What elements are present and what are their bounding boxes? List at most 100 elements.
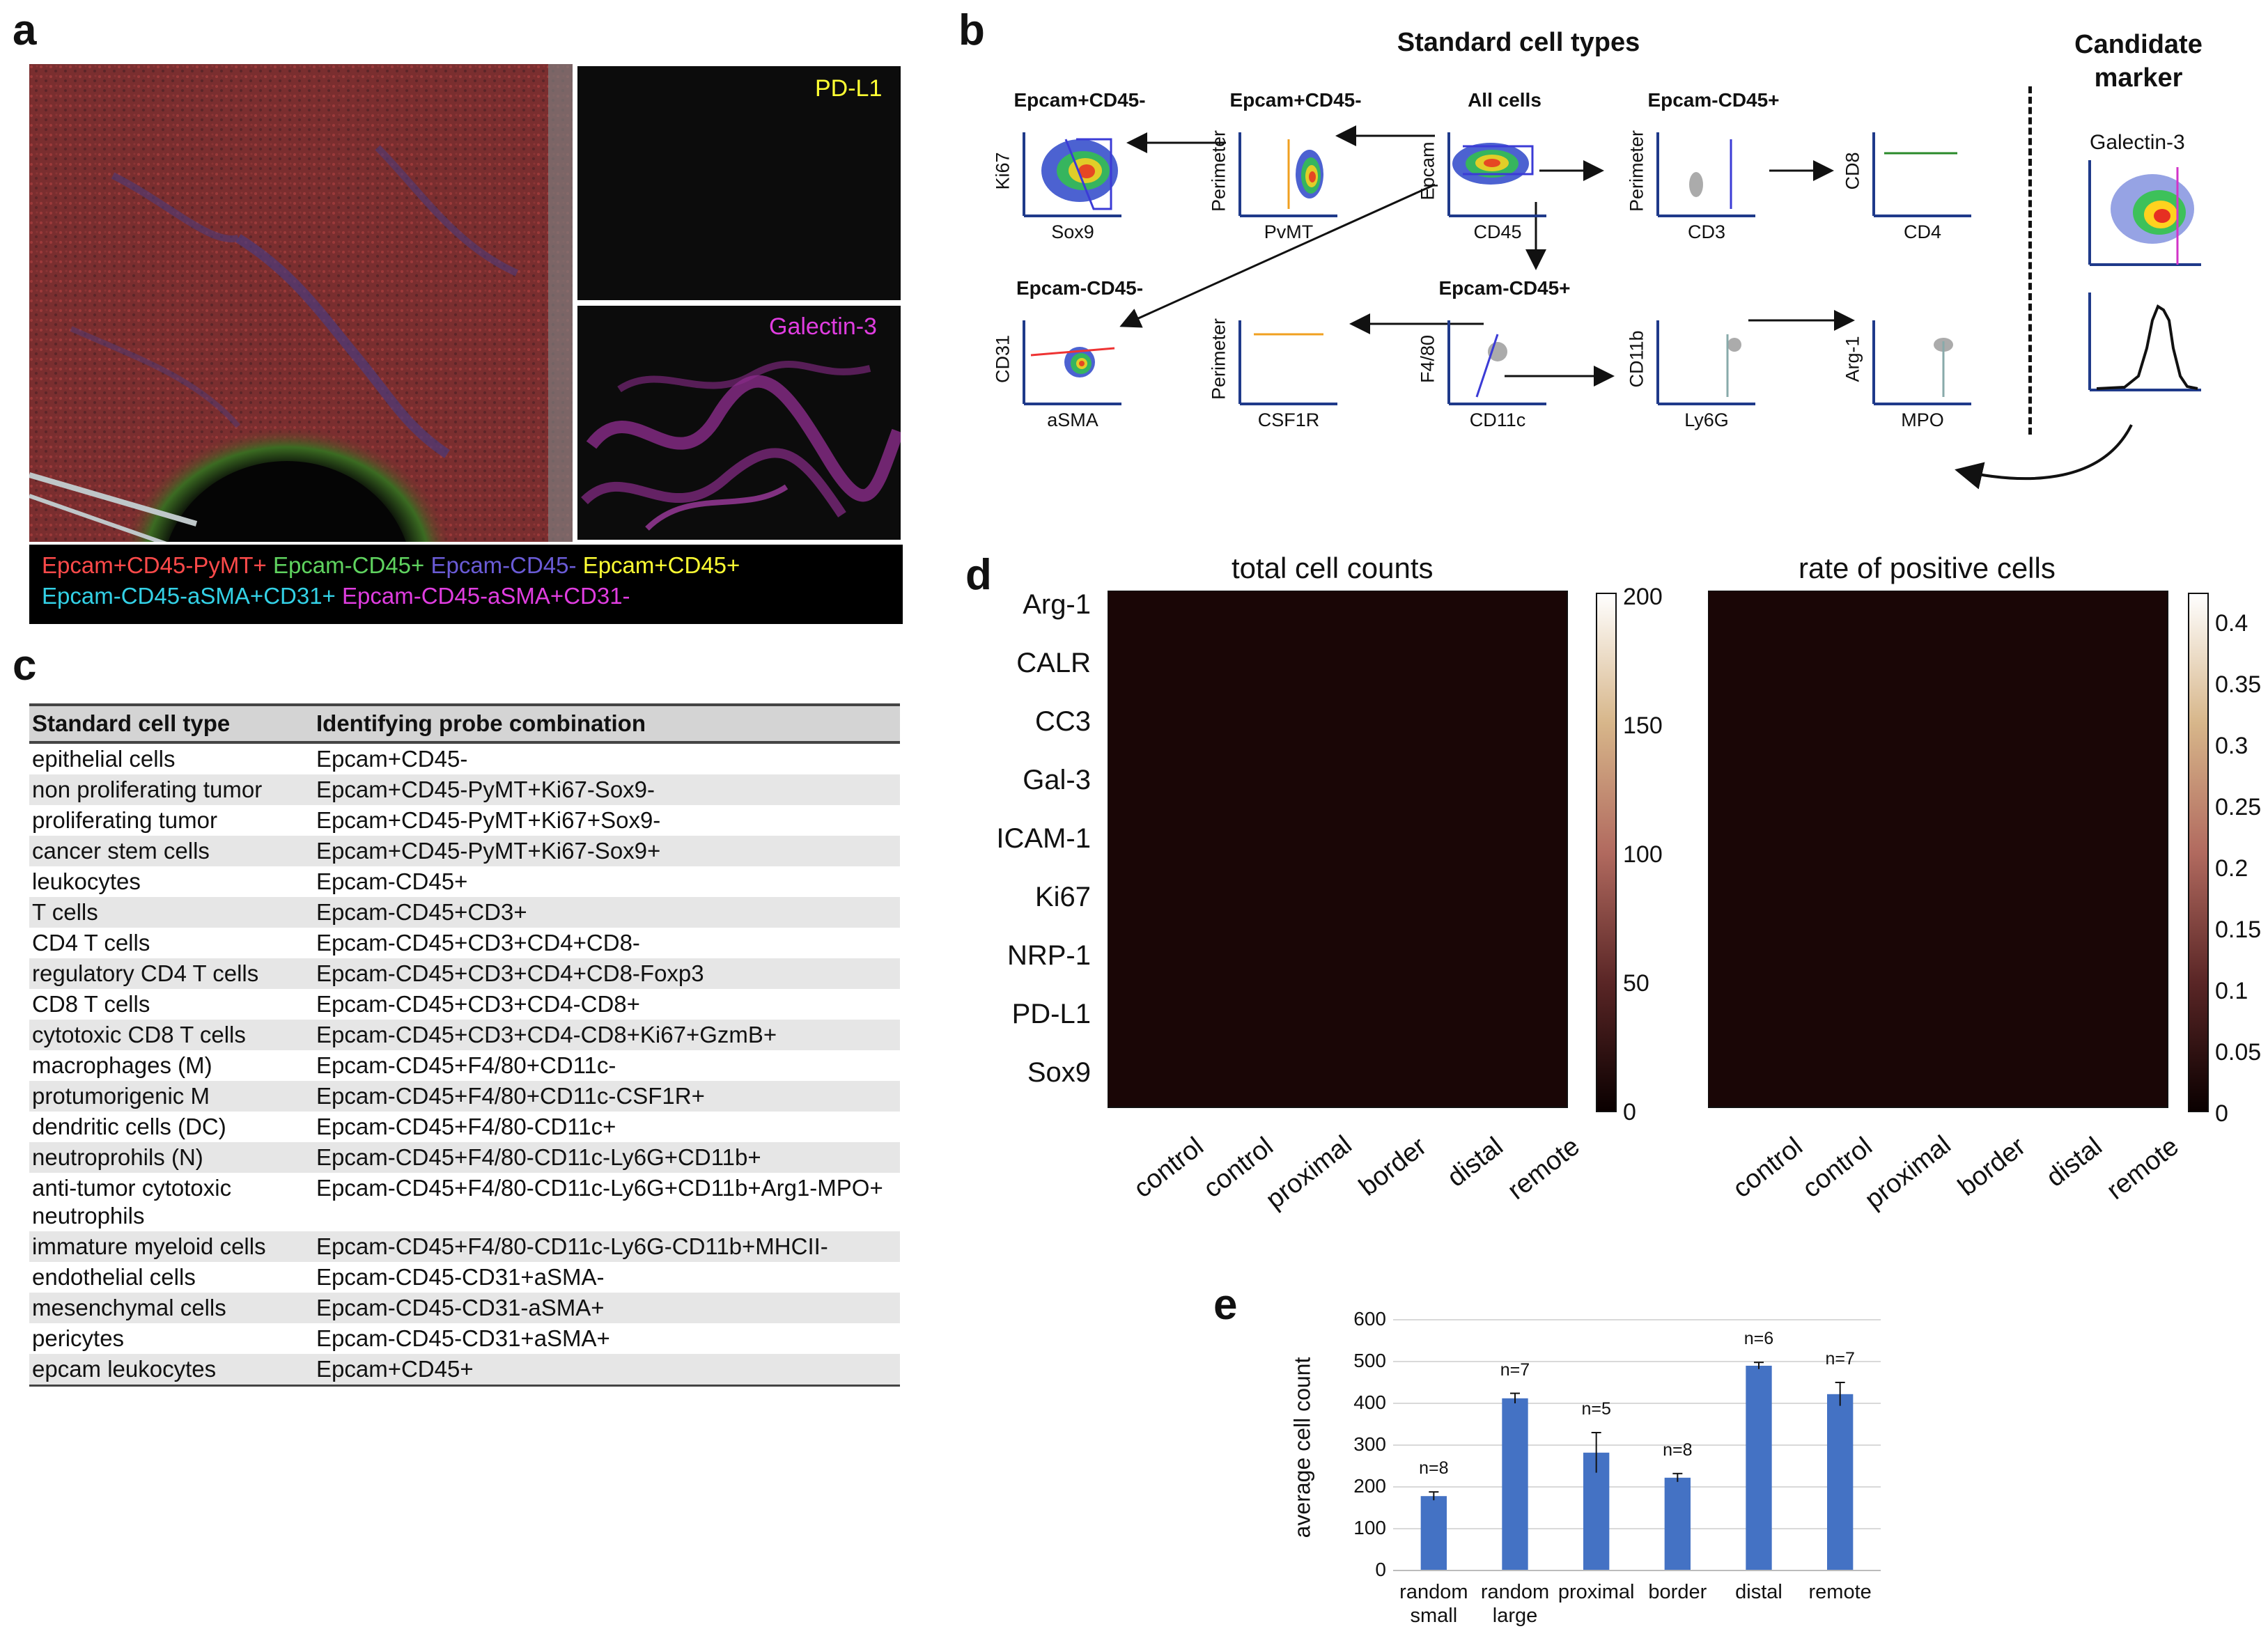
bar-chart [1393, 1319, 1881, 1571]
bar [1827, 1394, 1854, 1570]
gating-plot-ylabel: CD8 [1842, 152, 1863, 190]
gating-plot-xlabel: CD3 [1687, 221, 1725, 242]
gating-plot-4 [1656, 132, 1755, 217]
n-label: n=8 [1663, 1440, 1693, 1460]
heatmap-x-label: remote [2101, 1132, 2184, 1206]
table-row: macrophages (M) Epcam-CD45+F4/80+CD11c- [29, 1050, 900, 1081]
probe-combination: Epcam-CD45-CD31-aSMA+ [313, 1293, 900, 1323]
colorbar-right-tick: 0.25 [2215, 794, 2262, 820]
gating-plot-xlabel: CD4 [1903, 221, 1941, 242]
cell-type-name: epcam leukocytes [29, 1354, 313, 1387]
panel-letter-a: a [13, 6, 37, 54]
cell-type-name: macrophages (M) [32, 1052, 212, 1078]
table-row: T cells Epcam-CD45+CD3+ [29, 897, 900, 928]
table-row: anti-tumor cytotoxic neutrophils Epcam-CD… [29, 1173, 900, 1231]
cell-type-name: anti-tumor cytotoxic neutrophils [32, 1175, 232, 1229]
legend-entry: Epcam-CD45-aSMA+CD31- [342, 583, 630, 609]
table-row: epcam leukocytes Epcam+CD45+ [29, 1354, 900, 1387]
pdl1-label: PD-L1 [815, 75, 883, 102]
gating-plot-xlabel: CD45 [1473, 221, 1522, 242]
colorbar-right-tick: 0.2 [2215, 855, 2248, 882]
probe-combination: Epcam-CD45+CD3+CD4-CD8+ [316, 991, 640, 1017]
table-row: CD4 T cells Epcam-CD45+CD3+CD4+CD8- [29, 928, 900, 958]
bar [1746, 1366, 1772, 1570]
table-header-row: Standard cell type Identifying probe com… [29, 703, 900, 744]
bar [1502, 1398, 1528, 1570]
colorbar-left-tick: 100 [1623, 841, 1663, 868]
legend-entry: Epcam-CD45+ [272, 552, 431, 578]
probe-combination: Epcam+CD45-PyMT+Ki67-Sox9+ [313, 836, 900, 866]
colorbar-right-tick: 0.1 [2215, 978, 2248, 1004]
divider-dashed-line [2028, 86, 2032, 435]
probe-combination: Epcam+CD45-PyMT+Ki67-Sox9- [313, 774, 900, 805]
cell-type-name: proliferating tumor [32, 807, 217, 833]
table-row: cytotoxic CD8 T cells Epcam-CD45+CD3+CD4-… [29, 1020, 900, 1050]
gating-plot-title: Epcam-CD45- [1016, 277, 1144, 299]
gating-plot-ylabel: F4/80 [1417, 334, 1438, 384]
curved-arrow-candidate [1955, 424, 2133, 490]
panel-letter-e: e [1213, 1281, 1238, 1329]
gating-plot-xlabel: MPO [1901, 410, 1944, 430]
colorbar-left-tick: 0 [1623, 1099, 1636, 1125]
gating-plot-ylabel: CD11b [1626, 330, 1647, 388]
panel-letter-c: c [13, 641, 37, 689]
candidate-marker-title: Candidate marker [2074, 30, 2203, 93]
heatmap-x-label: proximal [1859, 1130, 1957, 1215]
header-probe-combination: Identifying probe combination [313, 703, 900, 744]
cell-type-name: pericytes [32, 1325, 125, 1351]
legend-entry: Epcam+CD45-PyMT+ [42, 552, 273, 578]
colorbar-right-tick: 0.05 [2215, 1039, 2262, 1066]
x-category-label: border [1648, 1581, 1707, 1603]
probe-combination: Epcam-CD45+F4/80-CD11c-Ly6G-CD11b+MHCII- [313, 1231, 900, 1262]
x-category-label: remote [1808, 1581, 1872, 1603]
colorbar-right-tick: 0.4 [2215, 610, 2248, 637]
cell-type-table: Standard cell type Identifying probe com… [29, 703, 900, 1387]
colorbar-right-tick: 0 [2215, 1100, 2228, 1127]
heatmap-x-label: distal [1442, 1132, 1509, 1193]
probe-combination: Epcam-CD45+CD3+ [313, 897, 900, 928]
heatmap-row-label: Sox9 [1027, 1057, 1091, 1088]
n-label: n=5 [1581, 1399, 1611, 1419]
table-row: non proliferating tumor Epcam+CD45-PyMT+K… [29, 774, 900, 805]
probe-combination: Epcam-CD45+CD3+CD4-CD8+Ki67+GzmB+ [313, 1020, 900, 1050]
colorbar-left-tick: 200 [1623, 584, 1663, 610]
table-row: cancer stem cells Epcam+CD45-PyMT+Ki67-So… [29, 836, 900, 866]
heatmap-row-label: CALR [1016, 648, 1091, 678]
n-label: n=7 [1825, 1349, 1855, 1369]
table-row: proliferating tumor Epcam+CD45-PyMT+Ki67+… [29, 805, 900, 836]
gating-plot-title: All cells [1468, 89, 1541, 111]
heatmap-row-label: PD-L1 [1011, 999, 1091, 1029]
heatmap-row-label: Ki67 [1034, 882, 1091, 912]
n-label: n=6 [1743, 1329, 1774, 1349]
probe-combination: Epcam-CD45+F4/80+CD11c-CSF1R+ [313, 1081, 900, 1112]
y-tick-label: 0 [1375, 1559, 1386, 1580]
cell-type-name: CD8 T cells [32, 991, 150, 1017]
table-row: dendritic cells (DC) Epcam-CD45+F4/80-CD1… [29, 1112, 900, 1142]
tissue-image-svg [29, 64, 573, 542]
gating-plot-xlabel: Sox9 [1051, 221, 1094, 242]
gating-plot-ylabel: Perimeter [1208, 318, 1229, 400]
table-row: CD8 T cells Epcam-CD45+CD3+CD4-CD8+ [29, 989, 900, 1020]
gating-strategy-svg [1023, 125, 2201, 490]
galectin3-plot-label: Galectin-3 [2090, 131, 2185, 154]
probe-combination: Epcam-CD45-CD31+aSMA- [316, 1264, 605, 1290]
pdl1-image [575, 64, 903, 302]
galectin-texture-svg [581, 361, 904, 531]
gating-plot-title: Epcam+CD45- [1013, 89, 1146, 111]
heatmap-row-label: CC3 [1034, 706, 1091, 737]
gating-plot-title: Epcam-CD45+ [1438, 277, 1571, 299]
colorbar-right [2188, 593, 2209, 1112]
gating-plot-xlabel: aSMA [1047, 410, 1098, 430]
probe-combination: Epcam-CD45+F4/80-CD11c-Ly6G+CD11b+ [313, 1142, 900, 1173]
colorbar-right-tick: 0.15 [2215, 917, 2262, 943]
gating-plot-8 [1447, 320, 1546, 405]
galectin3-scatter-plot [2088, 160, 2201, 266]
legend-entry: Epcam-CD45- [430, 552, 583, 578]
galectin3-histogram [2088, 293, 2201, 391]
cell-type-name: T cells [29, 897, 313, 928]
gating-plot-3 [1447, 132, 1546, 217]
gating-plot-2 [1238, 132, 1337, 217]
probe-combination: Epcam-CD45+F4/80-CD11c-Ly6G+CD11b+Arg1-M… [316, 1175, 883, 1201]
cell-type-name: mesenchymal cells [29, 1293, 313, 1323]
heatmap-x-label: border [1353, 1132, 1432, 1202]
